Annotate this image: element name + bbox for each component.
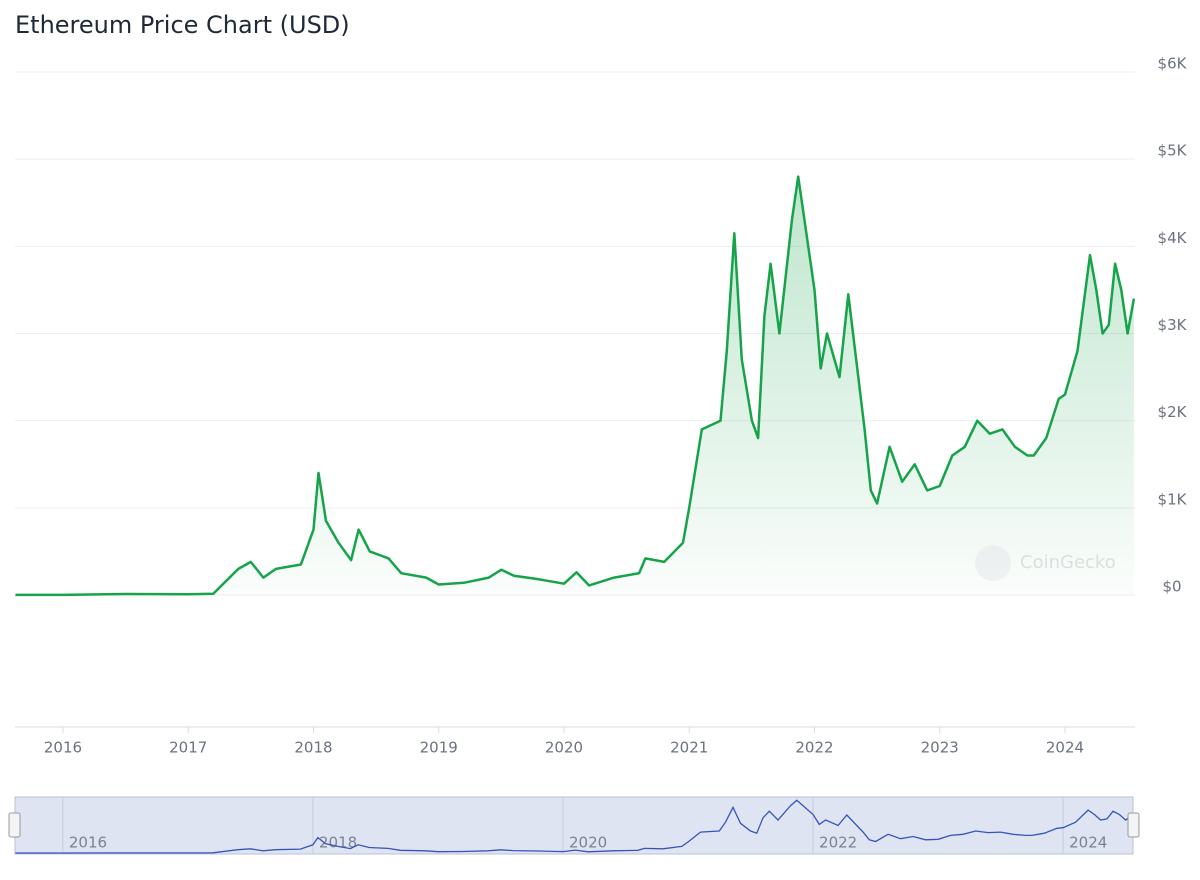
navigator-tick-label: 2022 [819,834,857,852]
y-tick-label: $4K [1158,229,1188,247]
price-area [15,176,1134,595]
price-line [15,175,1136,597]
x-tick-label: 2016 [44,739,82,757]
navigator-tick-label: 2018 [319,834,357,852]
x-tick-label: 2018 [294,739,332,757]
x-tick-label: 2022 [795,739,833,757]
watermark-text: CoinGecko [1020,552,1116,573]
navigator-handle[interactable] [8,812,21,838]
y-tick-label: $6K [1158,55,1188,73]
navigator-tick-label: 2024 [1069,834,1107,852]
watermark: CoinGecko [975,545,1116,581]
x-tick-label: 2023 [921,739,959,757]
navigator-line [15,799,1133,854]
x-tick-label: 2024 [1046,739,1084,757]
y-tick-label: $1K [1158,490,1188,508]
x-tick-label: 2017 [169,739,207,757]
y-tick-label: $2K [1158,403,1188,421]
watermark-logo [975,545,1011,581]
x-tick-label: 2020 [545,739,583,757]
navigator-tick-label: 2020 [569,834,607,852]
y-tick-label: $0 [1162,578,1181,596]
x-tick-label: 2021 [670,739,708,757]
x-tick-label: 2019 [420,739,458,757]
chart-title: Ethereum Price Chart (USD) [15,11,350,39]
y-tick-label: $5K [1158,142,1188,160]
navigator-tick-label: 2016 [69,834,107,852]
y-tick-label: $3K [1158,316,1188,334]
navigator-handle[interactable] [1127,812,1140,838]
